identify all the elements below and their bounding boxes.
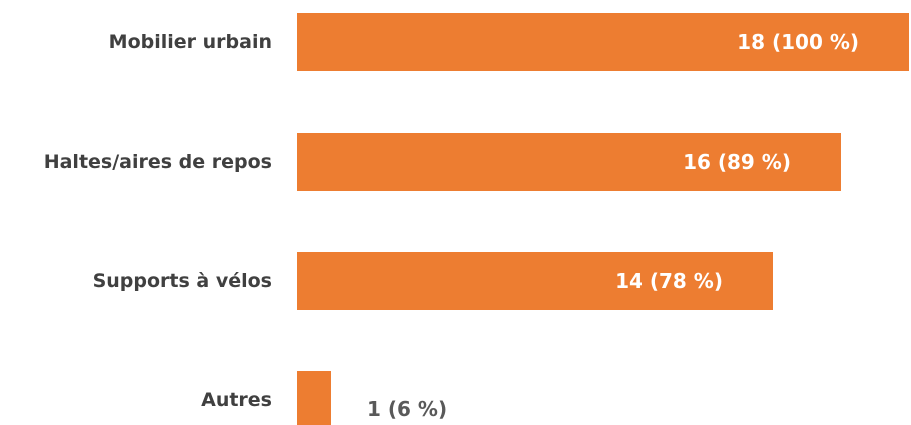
bar-0 xyxy=(297,13,909,71)
bar-2 xyxy=(297,252,773,310)
category-label-0: Mobilier urbain xyxy=(109,31,272,53)
bar-1 xyxy=(297,133,841,191)
data-label-0: 18 (100 %) xyxy=(737,30,859,54)
bar-3 xyxy=(297,371,331,425)
data-label-3: 1 (6 %) xyxy=(367,397,447,421)
category-label-2: Supports à vélos xyxy=(93,270,272,292)
category-label-1: Haltes/aires de repos xyxy=(44,151,272,173)
data-label-2: 14 (78 %) xyxy=(615,269,723,293)
data-label-1: 16 (89 %) xyxy=(683,150,791,174)
category-label-3: Autres xyxy=(201,389,272,411)
